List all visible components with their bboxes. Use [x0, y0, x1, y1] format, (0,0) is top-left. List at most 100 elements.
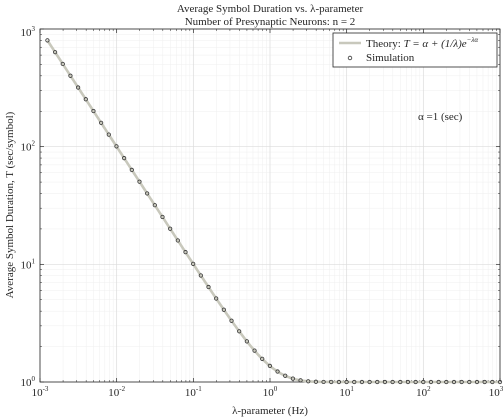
y-tick-label: 102 [21, 140, 36, 154]
simulation-point [229, 318, 234, 323]
y-tick-label-exponent: 1 [32, 257, 36, 265]
simulation-point [306, 379, 311, 384]
x-tick-label-base: 10 [185, 387, 197, 399]
legend-theory-formula: T = α + (1/λ)e [404, 38, 467, 50]
x-tick-label-base: 10 [416, 387, 428, 399]
simulation-point [91, 108, 96, 114]
simulation-point [206, 284, 211, 290]
y-tick-label-exponent: 0 [32, 375, 36, 383]
simulation-point [99, 120, 104, 125]
theory-series-line [46, 39, 500, 384]
legend-theory-label: Theory: T = α + (1/λ)e−λα [366, 36, 478, 50]
simulation-point [421, 379, 426, 385]
simulation-point [160, 214, 165, 220]
alpha-annotation: α =1 (sec) [418, 111, 463, 123]
simulation-point [114, 144, 119, 149]
x-tick-label-base: 10 [108, 387, 120, 399]
simulation-point [413, 379, 418, 385]
x-tick-label-exponent: 0 [274, 385, 278, 393]
x-tick-label-base: 10 [32, 387, 44, 399]
legend-theory-exponent: −λα [467, 36, 479, 44]
y-tick-label: 103 [21, 25, 36, 39]
x-tick-label: 100 [263, 385, 278, 399]
simulation-point [467, 379, 472, 385]
simulation-point [175, 238, 180, 243]
y-tick-label-base: 10 [21, 27, 33, 39]
simulation-point [329, 379, 334, 385]
y-tick-label: 101 [21, 257, 36, 271]
simulation-point [244, 339, 249, 344]
simulation-point [336, 379, 342, 385]
simulation-point [283, 373, 288, 378]
simulation-point [129, 167, 134, 172]
simulation-point [198, 273, 203, 278]
legend-simulation-label: Simulation [366, 52, 415, 64]
simulation-point [321, 379, 326, 385]
simulation-point [145, 191, 150, 196]
simulation-point [221, 307, 226, 312]
simulation-point [183, 250, 188, 255]
simulation-point [344, 379, 349, 385]
x-tick-label-exponent: 3 [500, 385, 504, 393]
simulation-point [405, 379, 411, 385]
x-axis-label: λ-parameter (Hz) [232, 405, 308, 417]
simulation-point [313, 379, 319, 384]
x-tick-label-exponent: 2 [427, 385, 431, 393]
simulation-point [352, 379, 357, 385]
simulation-point [428, 379, 434, 385]
x-tick-label: 10-2 [108, 385, 125, 399]
simulation-point [382, 379, 388, 385]
simulation-point [375, 379, 380, 385]
x-tick-label-exponent: -2 [119, 385, 125, 393]
x-tick-label-exponent: -1 [196, 385, 202, 393]
simulation-point [436, 379, 441, 385]
simulation-point [214, 296, 219, 301]
legend-theory-text: Theory: [366, 38, 404, 50]
simulation-point [367, 379, 372, 385]
simulation-point [490, 379, 495, 385]
simulation-point [106, 132, 111, 137]
simulation-point [482, 379, 487, 385]
simulation-point [451, 379, 457, 385]
simulation-point [237, 329, 242, 334]
simulation-point [60, 61, 65, 67]
x-tick-label: 10-1 [185, 385, 202, 399]
simulation-point [122, 156, 127, 161]
x-tick-label: 10-3 [32, 385, 49, 399]
simulation-point [168, 226, 173, 231]
simulation-point [53, 50, 58, 55]
simulation-point [444, 379, 449, 385]
x-tick-label-base: 10 [339, 387, 351, 399]
simulation-point [390, 379, 395, 385]
x-tick-label: 103 [489, 385, 504, 399]
simulation-point [267, 363, 272, 368]
x-tick-label: 102 [416, 385, 431, 399]
x-tick-label-exponent: 1 [350, 385, 354, 393]
simulation-point [290, 376, 295, 381]
y-tick-label-base: 10 [21, 259, 33, 271]
simulation-point [398, 379, 403, 385]
x-tick-label-base: 10 [489, 387, 501, 399]
simulation-point [45, 38, 50, 43]
x-tick-label-base: 10 [263, 387, 275, 399]
simulation-point [252, 348, 257, 353]
simulation-point [260, 356, 265, 361]
simulation-point [298, 378, 303, 383]
chart-title-group: Average Symbol Duration vs. λ-parameter … [177, 3, 364, 28]
simulation-point [137, 179, 142, 184]
legend-simulation-marker [347, 55, 353, 61]
simulation-point [497, 379, 503, 385]
y-tick-label-base: 10 [21, 377, 33, 389]
simulation-point [474, 379, 480, 385]
simulation-point [191, 261, 196, 266]
x-tick-label-exponent: -3 [43, 385, 49, 393]
simulation-point [83, 97, 88, 102]
chart-title: Average Symbol Duration vs. λ-parameter [177, 3, 364, 15]
simulation-point [275, 369, 280, 374]
chart-subtitle: Number of Presynaptic Neurons: n = 2 [185, 16, 356, 28]
y-tick-label-exponent: 2 [32, 140, 36, 148]
y-axis-label: Average Symbol Duration, T (sec/symbol) [4, 111, 16, 298]
simulation-point [76, 85, 81, 90]
